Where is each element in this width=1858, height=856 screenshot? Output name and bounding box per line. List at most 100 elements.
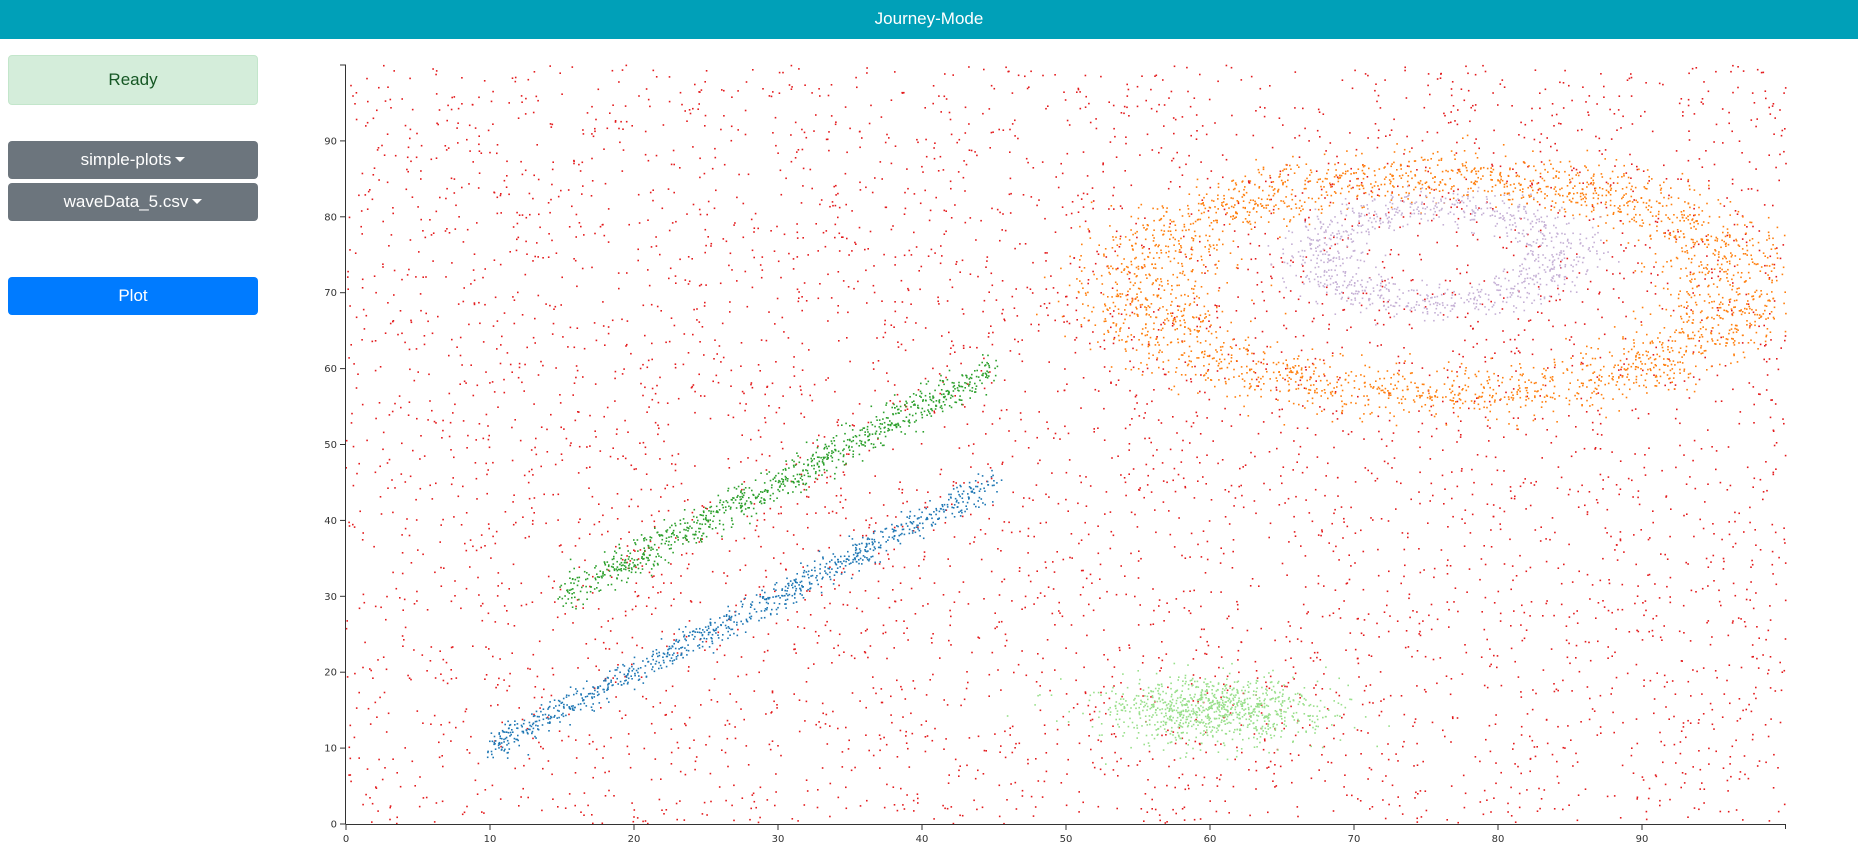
- data-point: [1535, 480, 1537, 483]
- data-point: [874, 389, 876, 392]
- data-point: [1141, 244, 1143, 247]
- data-point: [540, 426, 543, 428]
- data-point: [616, 428, 618, 431]
- data-point: [1078, 811, 1080, 813]
- data-point: [609, 455, 612, 458]
- data-point: [1562, 746, 1565, 749]
- data-point: [1421, 139, 1424, 142]
- data-point: [409, 475, 412, 478]
- data-point: [912, 339, 915, 341]
- data-point: [979, 529, 982, 531]
- data-point: [689, 112, 692, 115]
- data-point: [592, 776, 594, 779]
- data-point: [1748, 703, 1750, 706]
- data-point: [542, 364, 544, 367]
- data-point: [611, 319, 614, 322]
- data-point: [1465, 651, 1468, 654]
- plot-button[interactable]: Plot: [8, 277, 258, 315]
- data-point: [1079, 475, 1081, 477]
- data-point: [828, 131, 830, 133]
- data-point: [1592, 218, 1595, 220]
- data-point: [1250, 75, 1253, 78]
- data-point: [1156, 336, 1158, 338]
- data-point: [1421, 422, 1424, 425]
- data-point: [1737, 66, 1739, 68]
- data-point: [424, 236, 427, 239]
- data-point: [1588, 641, 1590, 644]
- data-point: [533, 497, 536, 499]
- data-point: [1216, 310, 1218, 313]
- data-point: [1342, 733, 1345, 735]
- data-point: [894, 71, 896, 73]
- data-point: [1784, 339, 1786, 342]
- data-point: [825, 230, 828, 232]
- data-point: [1315, 380, 1317, 382]
- data-point: [1103, 439, 1106, 441]
- data-point: [1082, 801, 1084, 804]
- data-point: [1302, 270, 1305, 273]
- data-point: [1192, 658, 1195, 660]
- data-point: [908, 766, 911, 768]
- data-point: [382, 220, 384, 223]
- data-point: [1514, 229, 1516, 231]
- data-point: [1645, 810, 1648, 813]
- data-point: [708, 735, 711, 738]
- dataset-dropdown[interactable]: simple-plots: [8, 141, 258, 179]
- data-point: [1707, 90, 1710, 93]
- data-point: [721, 538, 723, 540]
- data-point: [1256, 677, 1259, 679]
- data-point: [1768, 277, 1771, 279]
- data-point: [1674, 417, 1677, 420]
- file-dropdown[interactable]: waveData_5.csv: [8, 183, 258, 221]
- data-point: [1500, 771, 1502, 774]
- data-point: [1204, 652, 1206, 655]
- data-point: [1484, 360, 1487, 363]
- data-point: [1596, 376, 1599, 378]
- data-point: [931, 642, 933, 644]
- data-point: [447, 104, 449, 107]
- data-point: [556, 616, 559, 619]
- data-point: [1172, 117, 1175, 119]
- data-point: [1100, 740, 1102, 743]
- data-point: [1447, 526, 1449, 528]
- data-point: [1323, 673, 1325, 675]
- data-point: [1258, 585, 1260, 587]
- data-point: [982, 410, 984, 413]
- data-point: [1336, 476, 1339, 479]
- data-point: [1047, 314, 1049, 317]
- data-point: [1758, 393, 1760, 395]
- data-point: [621, 170, 624, 172]
- data-point: [1200, 605, 1202, 608]
- data-point: [383, 691, 386, 694]
- data-point: [640, 676, 643, 678]
- data-point: [1023, 497, 1025, 499]
- data-point: [376, 109, 378, 112]
- data-point: [844, 106, 847, 108]
- data-point: [1125, 142, 1127, 145]
- data-point: [1457, 109, 1459, 111]
- data-point: [549, 211, 551, 214]
- data-point: [1323, 585, 1325, 587]
- data-point: [1493, 797, 1495, 799]
- data-point: [839, 501, 842, 503]
- data-point: [733, 819, 735, 822]
- data-point: [572, 622, 574, 624]
- data-point: [350, 344, 352, 346]
- data-point: [1174, 742, 1177, 745]
- data-point: [1181, 773, 1184, 776]
- data-point: [621, 373, 624, 375]
- data-point: [1615, 484, 1618, 486]
- data-point: [1042, 657, 1044, 660]
- data-point: [374, 369, 377, 372]
- data-point: [1362, 634, 1365, 636]
- data-point: [1019, 243, 1021, 245]
- data-point: [1660, 740, 1662, 743]
- data-point: [1703, 788, 1706, 790]
- data-point: [463, 811, 466, 814]
- data-point: [440, 566, 442, 569]
- data-point: [1765, 389, 1768, 391]
- data-point: [800, 393, 803, 396]
- data-point: [446, 187, 448, 190]
- data-point: [790, 160, 793, 163]
- data-point: [1341, 239, 1344, 241]
